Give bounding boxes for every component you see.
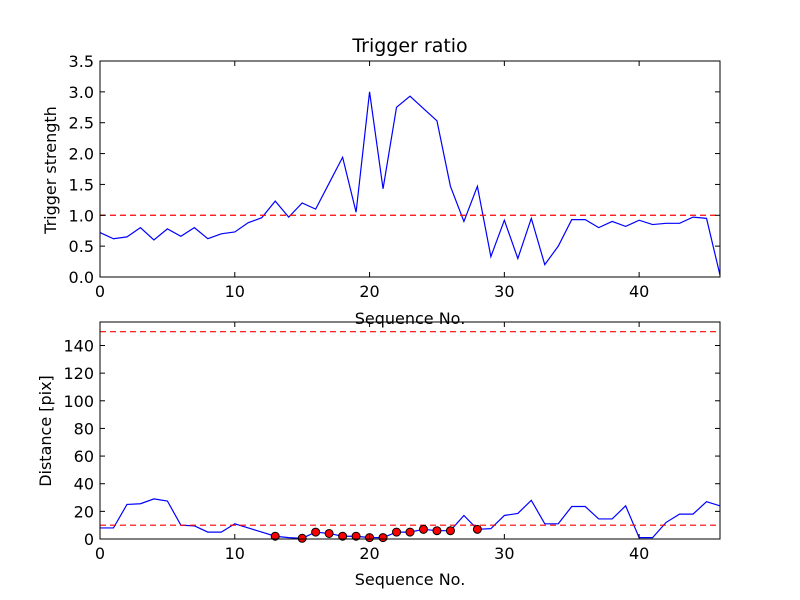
y-tick-label: 0 <box>84 530 94 549</box>
x-axis-label: Sequence No. <box>355 309 466 328</box>
series-line <box>100 91 720 276</box>
y-tick-label: 60 <box>74 447 94 466</box>
x-tick-label: 20 <box>359 282 379 301</box>
y-axis-label: Distance [pix] <box>36 375 55 487</box>
y-tick-label: 40 <box>74 475 94 494</box>
plot-data-layer <box>100 91 720 276</box>
data-point <box>338 531 348 541</box>
data-point <box>270 531 280 541</box>
x-axis-label: Sequence No. <box>355 570 466 589</box>
x-tick-label: 40 <box>629 544 649 563</box>
data-point <box>432 526 442 536</box>
y-tick-label: 120 <box>63 364 94 383</box>
y-tick-label: 1.0 <box>69 206 94 225</box>
x-tick-label: 0 <box>95 282 105 301</box>
trigger-ratio-subplot: Trigger ratio Sequence No. Trigger stren… <box>41 35 721 328</box>
y-tick-label: 80 <box>74 419 94 438</box>
y-tick-label: 2.5 <box>69 114 94 133</box>
chart-title: Trigger ratio <box>351 35 467 57</box>
data-point <box>392 527 402 537</box>
axes-frame <box>99 321 721 540</box>
y-tick-label: 20 <box>74 502 94 521</box>
data-point <box>445 526 455 536</box>
data-point <box>324 528 334 538</box>
x-tick-label: 30 <box>494 282 514 301</box>
data-point <box>311 527 321 537</box>
distance-subplot: Sequence No. Distance [pix] 0 10 20 30 40 0 20… <box>36 321 721 589</box>
y-axis-label: Trigger strength <box>41 106 60 235</box>
data-point <box>472 524 482 534</box>
x-tick-label: 20 <box>359 544 379 563</box>
y-tick-label: 3.0 <box>69 83 94 102</box>
y-tick-label: 3.5 <box>69 52 94 71</box>
data-point <box>351 531 361 541</box>
y-tick-label: 2.0 <box>69 145 94 164</box>
y-tick-label: 100 <box>63 392 94 411</box>
y-tick-label: 0.0 <box>69 268 94 287</box>
axes-frame <box>99 60 721 278</box>
x-tick-label: 10 <box>225 282 245 301</box>
data-point <box>405 527 415 537</box>
y-tick-label: 1.5 <box>69 175 94 194</box>
data-point <box>418 524 428 534</box>
plot-area-trigger-ratio: 0 10 20 30 40 0.0 0.5 1.0 1.5 2.0 2.5 3.0 3.5 <box>69 52 721 301</box>
data-point <box>378 533 388 543</box>
x-tick-label: 40 <box>629 282 649 301</box>
y-tick-label: 0.5 <box>69 237 94 256</box>
y-tick-label: 140 <box>63 336 94 355</box>
data-point <box>297 533 307 543</box>
x-tick-label: 10 <box>225 544 245 563</box>
x-tick-label: 30 <box>494 544 514 563</box>
plot-area-distance: 0 10 20 30 40 0 20 40 60 80 100 120 140 <box>63 321 721 563</box>
x-tick-label: 0 <box>95 544 105 563</box>
